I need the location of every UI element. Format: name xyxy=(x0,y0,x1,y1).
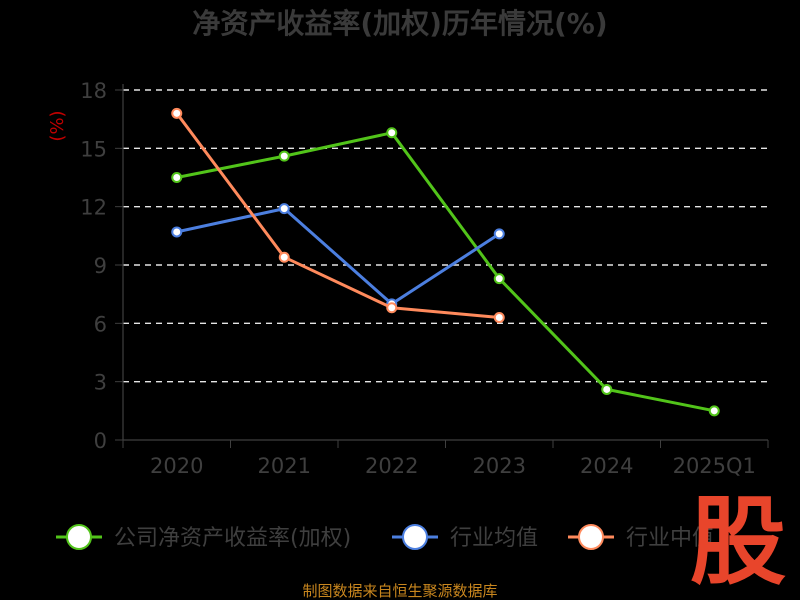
axes: 0 3 6 9 12 15 18 2020 2021 2022 2023 2024 2025Q1 xyxy=(80,79,769,478)
source-note: 制图数据来自恒生聚源数据库 xyxy=(302,582,497,600)
watermark-logo: 股 xyxy=(690,486,786,598)
series-line-2 xyxy=(175,111,501,319)
legend-label-1: 行业均值 xyxy=(450,526,538,551)
legend-label-2: 行业中值 xyxy=(626,526,714,551)
data-point-2-0 xyxy=(171,107,183,119)
series-0 xyxy=(171,127,720,417)
y-tick-label-15: 15 xyxy=(80,137,107,161)
series-line-0 xyxy=(175,131,716,413)
legend-label-0: 公司净资产收益率(加权) xyxy=(114,526,351,551)
data-point-0-5 xyxy=(708,405,720,417)
chart-title: 净资产收益率(加权)历年情况(%) xyxy=(192,7,607,40)
x-tick-label-2024: 2024 xyxy=(580,454,633,478)
legend: 公司净资产收益率(加权) 行业均值 行业中值 xyxy=(56,524,714,551)
data-point-1-0 xyxy=(171,226,183,238)
data-point-2-2 xyxy=(386,302,398,314)
y-axis-unit: (%) xyxy=(47,110,68,141)
series-1 xyxy=(171,203,505,310)
data-point-0-4 xyxy=(601,383,613,395)
data-point-2-1 xyxy=(278,251,290,263)
x-tick-label-2022: 2022 xyxy=(365,454,418,478)
legend-marker-1 xyxy=(402,524,428,550)
legend-item-2: 行业中值 xyxy=(568,524,714,551)
data-point-0-2 xyxy=(386,127,398,139)
x-tick-label-2025Q1: 2025Q1 xyxy=(673,454,756,478)
series-line-1 xyxy=(175,207,501,306)
legend-item-0: 公司净资产收益率(加权) xyxy=(56,524,351,551)
y-tick-label-3: 3 xyxy=(94,371,107,395)
data-point-0-0 xyxy=(171,172,183,183)
y-tick-label-18: 18 xyxy=(80,79,107,103)
y-tick-label-0: 0 xyxy=(94,429,107,453)
data-point-2-3 xyxy=(493,312,505,323)
x-tick-label-2021: 2021 xyxy=(258,454,311,478)
data-point-1-3 xyxy=(493,228,505,240)
x-tick-label-2023: 2023 xyxy=(473,454,526,478)
data-point-1-1 xyxy=(278,203,290,215)
series-2 xyxy=(171,107,505,323)
grid-lines xyxy=(123,89,768,383)
x-tick-label-2020: 2020 xyxy=(150,454,203,478)
legend-marker-2 xyxy=(578,524,604,550)
data-point-0-1 xyxy=(278,150,290,162)
y-tick-label-9: 9 xyxy=(94,254,107,278)
y-tick-label-12: 12 xyxy=(80,196,107,220)
legend-marker-0 xyxy=(66,524,92,550)
legend-item-1: 行业均值 xyxy=(392,524,538,551)
data-point-0-3 xyxy=(493,273,505,285)
series-group xyxy=(171,107,720,417)
y-tick-label-6: 6 xyxy=(94,312,107,336)
